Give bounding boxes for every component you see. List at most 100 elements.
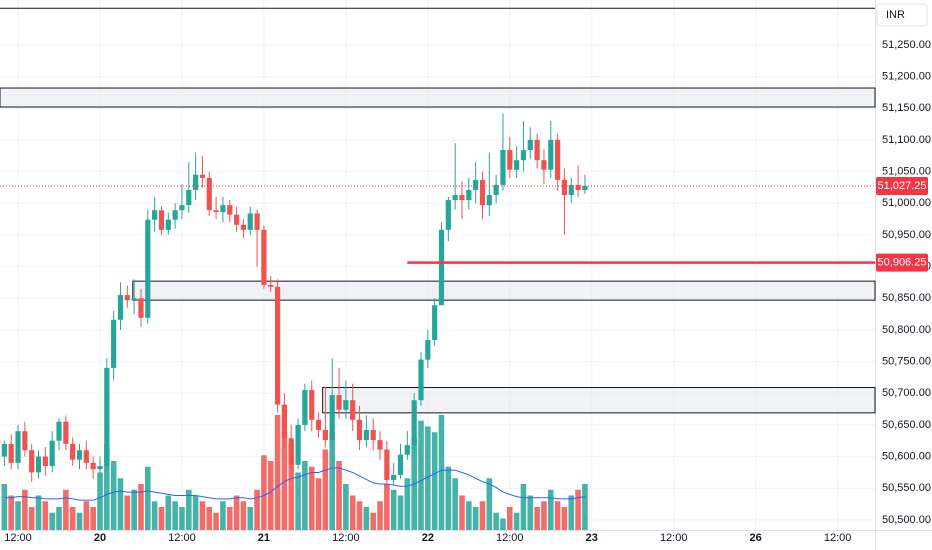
volume-bar <box>247 507 254 530</box>
candle-body <box>466 189 472 201</box>
candle-body <box>152 210 158 220</box>
candle-body <box>49 440 55 467</box>
x-tick-label: 22 <box>422 532 434 544</box>
x-tick-label: 21 <box>258 532 270 544</box>
volume-bar <box>131 489 137 530</box>
candle-body <box>445 200 451 230</box>
volume-bar <box>63 489 69 530</box>
volume-bar <box>261 455 267 530</box>
candle-body <box>254 213 260 230</box>
y-tick-label: 50,850.00 <box>882 292 931 304</box>
volume-bar <box>547 489 554 530</box>
candle-body <box>97 466 103 470</box>
candle-body <box>158 210 165 230</box>
candle-body <box>261 229 267 285</box>
candle-body <box>56 421 62 441</box>
x-tick-label: 12:00 <box>824 532 852 544</box>
candle-body <box>206 177 212 211</box>
candle-body <box>186 189 192 206</box>
candle-body <box>418 359 424 401</box>
y-tick-label: 50,650.00 <box>882 419 931 431</box>
candle-body <box>281 404 288 439</box>
volume-bar <box>493 512 499 530</box>
candle-body <box>15 431 21 463</box>
volume-bar <box>561 507 568 530</box>
x-tick-label: 23 <box>586 532 598 544</box>
volume-bar <box>534 507 540 530</box>
candle-body <box>179 205 185 211</box>
candle-body <box>534 139 540 161</box>
volume-bar <box>445 466 452 530</box>
volume-bar <box>315 478 322 530</box>
volume-bar <box>541 501 547 530</box>
volume-ma-line <box>4 467 585 501</box>
candle-body <box>507 150 513 170</box>
volume-bar <box>35 495 42 530</box>
x-tick-label: 20 <box>94 532 106 544</box>
volume-bar <box>240 501 247 530</box>
volume-bar <box>308 466 315 530</box>
y-tick-label: 51,100.00 <box>882 134 931 146</box>
volume-bar <box>459 495 465 530</box>
candle-body <box>90 462 96 470</box>
y-tick-label: 51,000.00 <box>882 197 931 209</box>
candle-body <box>473 179 479 190</box>
volume-bar <box>83 501 90 530</box>
candle-body <box>193 174 199 190</box>
candle-body <box>568 184 574 196</box>
candle-body <box>220 205 226 213</box>
volume-bar <box>267 461 274 530</box>
candle-body <box>363 429 369 441</box>
candle-body <box>315 419 322 430</box>
y-tick-label: 51,050.00 <box>882 166 931 178</box>
currency-box[interactable] <box>876 3 928 27</box>
candle-body <box>22 431 28 451</box>
level-badge <box>876 253 928 272</box>
volume-bar <box>138 484 144 530</box>
candle-body <box>104 367 110 467</box>
volume-bar <box>513 512 520 530</box>
volume-bar <box>185 489 192 530</box>
volume-bar <box>554 501 561 530</box>
volume-bar <box>472 507 479 530</box>
volume-bar <box>425 426 431 530</box>
candle-body <box>8 443 14 463</box>
candle-body <box>520 150 527 161</box>
volume-bar <box>1 484 8 530</box>
volume-bar <box>486 478 493 530</box>
candle-body <box>527 139 533 151</box>
volume-bar <box>370 512 376 530</box>
y-tick-label: 50,600.00 <box>882 450 931 462</box>
candle-body <box>370 429 376 441</box>
volume-bar <box>479 501 486 530</box>
candle-body <box>124 295 130 301</box>
currency-label: INR <box>886 9 905 21</box>
candle-body <box>42 456 48 467</box>
volume-bar <box>49 512 55 530</box>
volume-bar <box>329 432 336 530</box>
y-tick-label: 50,950.00 <box>882 229 931 241</box>
candle-body <box>548 139 554 170</box>
volume-bar <box>520 484 527 530</box>
candle-body <box>384 449 390 480</box>
last-price-badge <box>876 177 928 196</box>
candle-body <box>302 390 308 425</box>
volume-bar <box>110 461 117 530</box>
volume-bar <box>233 495 240 530</box>
volume-bar <box>42 501 49 530</box>
volume-bar <box>438 415 445 530</box>
volume-bar <box>104 443 110 530</box>
y-tick-label: 50,500.00 <box>882 514 931 526</box>
candle-body <box>288 438 294 465</box>
plot <box>0 0 876 530</box>
volume-bar <box>158 507 165 530</box>
candle-body <box>555 139 561 180</box>
candle-body <box>438 229 445 306</box>
volume-bar <box>145 466 151 530</box>
volume-bar <box>356 501 363 530</box>
candle-body <box>391 474 397 480</box>
candle-body <box>411 400 417 446</box>
volume-bar <box>226 507 233 530</box>
